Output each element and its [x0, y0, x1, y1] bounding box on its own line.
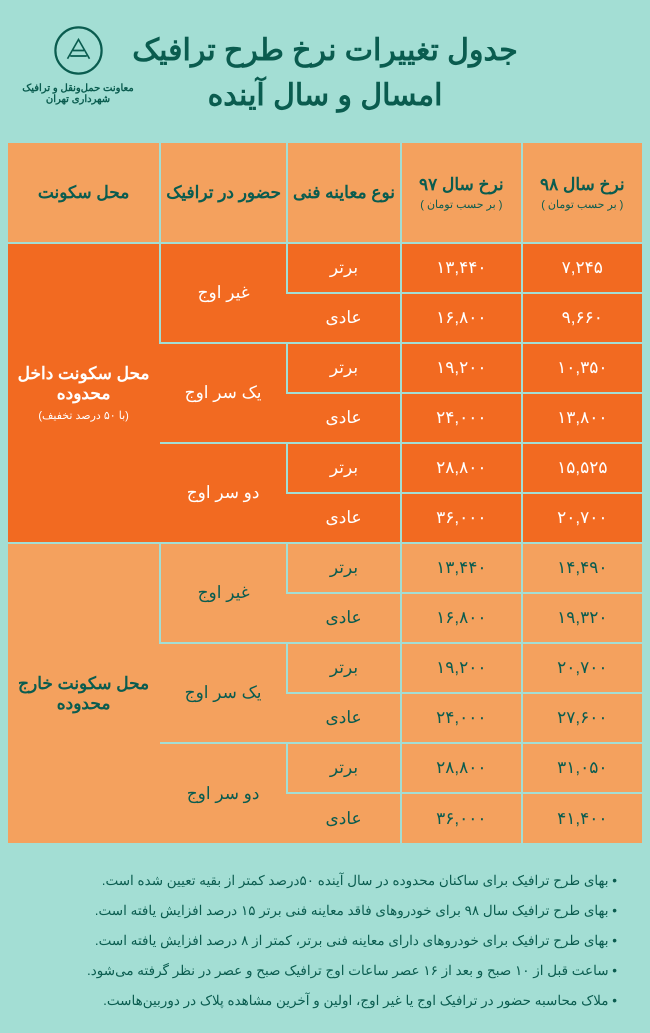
title-line1: جدول تغییرات نرخ طرح ترافیک [132, 34, 518, 67]
cell-rate98: ۲۷,۶۰۰ [522, 693, 642, 743]
org-line1: معاونت حمل‌ونقل و ترافیک [18, 83, 138, 94]
col-type: نوع معاینه فنی [287, 143, 401, 243]
org-line2: شهرداری تهران [18, 94, 138, 105]
col-rate97: نرخ سال ۹۷( بر حسب تومان ) [401, 143, 521, 243]
cell-type: برتر [287, 743, 401, 793]
cell-rate98: ۲۰,۷۰۰ [522, 643, 642, 693]
col-location: محل سکونت [8, 143, 160, 243]
page-title: جدول تغییرات نرخ طرح ترافیک امسال و سال … [132, 28, 518, 118]
cell-type: عادی [287, 293, 401, 343]
cell-location: محل سکونت داخل محدوده(با ۵۰ درصد تخفیف) [8, 243, 160, 543]
cell-rate97: ۱۶,۸۰۰ [401, 593, 521, 643]
cell-type: برتر [287, 643, 401, 693]
cell-type: برتر [287, 543, 401, 593]
cell-rate97: ۳۶,۰۰۰ [401, 493, 521, 543]
cell-rate98: ۹,۶۶۰ [522, 293, 642, 343]
table-header-row: نرخ سال ۹۸( بر حسب تومان ) نرخ سال ۹۷( ب… [8, 143, 642, 243]
cell-location: محل سکونت خارج محدوده [8, 543, 160, 843]
cell-rate97: ۱۹,۲۰۰ [401, 343, 521, 393]
cell-rate98: ۷,۲۴۵ [522, 243, 642, 293]
table-row: ۱۴,۴۹۰۱۳,۴۴۰برترغیر اوجمحل سکونت خارج مح… [8, 543, 642, 593]
col-rate98: نرخ سال ۹۸( بر حسب تومان ) [522, 143, 642, 243]
note-item: بهای طرح ترافیک سال ۹۸ برای خودروهای فاق… [33, 903, 617, 919]
logo-block: معاونت حمل‌ونقل و ترافیک شهرداری تهران [18, 23, 138, 105]
note-item: بهای طرح ترافیک برای ساکنان محدوده در سا… [33, 873, 617, 889]
cell-traffic: غیر اوج [160, 243, 287, 343]
cell-rate98: ۱۴,۴۹۰ [522, 543, 642, 593]
cell-type: برتر [287, 443, 401, 493]
cell-rate97: ۱۶,۸۰۰ [401, 293, 521, 343]
title-line2: امسال و سال آینده [208, 79, 443, 112]
cell-traffic: غیر اوج [160, 543, 287, 643]
cell-type: برتر [287, 243, 401, 293]
cell-rate98: ۴۱,۴۰۰ [522, 793, 642, 843]
cell-rate97: ۱۳,۴۴۰ [401, 243, 521, 293]
cell-rate97: ۲۴,۰۰۰ [401, 693, 521, 743]
table-row: ۷,۲۴۵۱۳,۴۴۰برترغیر اوجمحل سکونت داخل محد… [8, 243, 642, 293]
note-item: ملاک محاسبه حضور در ترافیک اوج یا غیر او… [33, 993, 617, 1009]
cell-type: عادی [287, 393, 401, 443]
cell-rate97: ۲۴,۰۰۰ [401, 393, 521, 443]
cell-traffic: دو سر اوج [160, 443, 287, 543]
note-item: ساعت قبل از ۱۰ صبح و بعد از ۱۶ عصر ساعات… [33, 963, 617, 979]
cell-rate98: ۱۰,۳۵۰ [522, 343, 642, 393]
cell-type: برتر [287, 343, 401, 393]
notes-section: بهای طرح ترافیک برای ساکنان محدوده در سا… [8, 843, 642, 1033]
cell-type: عادی [287, 493, 401, 543]
cell-traffic: دو سر اوج [160, 743, 287, 843]
cell-rate97: ۲۸,۸۰۰ [401, 443, 521, 493]
cell-rate98: ۲۰,۷۰۰ [522, 493, 642, 543]
cell-rate98: ۱۹,۳۲۰ [522, 593, 642, 643]
header: معاونت حمل‌ونقل و ترافیک شهرداری تهران ج… [8, 8, 642, 143]
cell-type: عادی [287, 793, 401, 843]
cell-rate97: ۳۶,۰۰۰ [401, 793, 521, 843]
rate-table: نرخ سال ۹۸( بر حسب تومان ) نرخ سال ۹۷( ب… [8, 143, 642, 843]
cell-rate98: ۱۳,۸۰۰ [522, 393, 642, 443]
cell-rate98: ۳۱,۰۵۰ [522, 743, 642, 793]
cell-rate97: ۲۸,۸۰۰ [401, 743, 521, 793]
cell-rate97: ۱۹,۲۰۰ [401, 643, 521, 693]
note-item: بهای طرح ترافیک برای خودروهای دارای معای… [33, 933, 617, 949]
cell-traffic: یک سر اوج [160, 343, 287, 443]
cell-type: عادی [287, 593, 401, 643]
cell-type: عادی [287, 693, 401, 743]
cell-traffic: یک سر اوج [160, 643, 287, 743]
cell-rate97: ۱۳,۴۴۰ [401, 543, 521, 593]
col-traffic: حضور در ترافیک [160, 143, 287, 243]
cell-rate98: ۱۵,۵۲۵ [522, 443, 642, 493]
logo-icon [51, 23, 106, 78]
